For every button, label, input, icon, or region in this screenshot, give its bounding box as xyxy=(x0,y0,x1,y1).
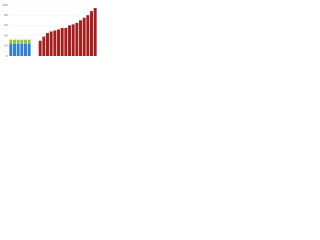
bar-segment xyxy=(46,33,49,56)
bar-segment xyxy=(82,17,86,56)
bar-segment xyxy=(38,40,42,56)
bar-segment xyxy=(90,11,93,57)
y-tick-label: 100 xyxy=(2,3,7,7)
bar-segment xyxy=(75,22,79,57)
bar-segment xyxy=(49,31,53,56)
bar-segment xyxy=(16,39,20,44)
bar-segment xyxy=(60,27,64,56)
bar-segment xyxy=(93,8,97,56)
chart: 0 20 40 60 80 100 xyxy=(2,3,97,58)
y-tick-label: 40 xyxy=(4,33,8,37)
bar-segment xyxy=(57,29,60,56)
y-tick-label: 80 xyxy=(4,13,8,17)
y-tick-label: 20 xyxy=(4,44,8,48)
bar-segment xyxy=(71,24,75,56)
bar-segment xyxy=(16,43,20,56)
bar-segment xyxy=(20,43,24,56)
bar-segment xyxy=(27,39,31,44)
bar-segment xyxy=(53,30,57,56)
y-tick-label: 60 xyxy=(4,23,8,27)
bar-segment xyxy=(86,15,90,56)
bar-segment xyxy=(79,20,82,56)
bar-segment xyxy=(24,39,27,44)
bar-segment xyxy=(68,25,71,56)
bar-segment xyxy=(9,43,13,56)
bar-segment xyxy=(20,39,24,44)
bar-segment xyxy=(27,43,31,56)
bar-segment xyxy=(9,39,13,44)
bar-segment xyxy=(13,43,16,56)
bar-segment xyxy=(42,36,46,56)
page: {"chart_data": {"type": "bar", "stacked"… xyxy=(0,0,320,71)
bar-segment xyxy=(13,39,16,44)
y-tick-label: 0 xyxy=(6,54,8,58)
bar-segment xyxy=(24,43,27,56)
bar-segment xyxy=(64,27,68,56)
